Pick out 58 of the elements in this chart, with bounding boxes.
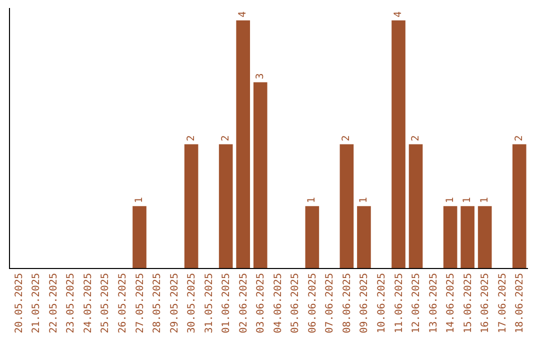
data-label: 4 — [393, 11, 404, 18]
data-label: 2 — [341, 135, 352, 142]
bar — [478, 206, 492, 268]
x-tick-label: 22.05.2025 — [48, 273, 60, 334]
x-tick-label: 26.05.2025 — [117, 273, 128, 334]
data-label: 3 — [254, 73, 266, 80]
data-label: 1 — [306, 197, 318, 204]
data-label: 1 — [358, 197, 370, 204]
x-tick-label: 16.06.2025 — [480, 273, 492, 334]
x-tick-label: 28.05.2025 — [152, 273, 164, 334]
x-tick-label: 20.05.2025 — [14, 273, 25, 334]
x-tick-label: 31.05.2025 — [204, 273, 215, 334]
data-label: 2 — [186, 135, 197, 142]
data-label: 2 — [410, 135, 422, 142]
x-tick-label: 18.06.2025 — [514, 273, 526, 334]
bar — [443, 206, 458, 268]
x-tick-label: 14.06.2025 — [446, 273, 457, 334]
x-tick-label: 17.06.2025 — [497, 273, 508, 334]
bar — [512, 144, 526, 268]
bar — [460, 206, 474, 268]
data-label: 1 — [134, 197, 145, 204]
x-tick-label: 29.05.2025 — [169, 273, 180, 334]
x-tick-label: 27.05.2025 — [134, 273, 146, 334]
bar — [340, 144, 354, 268]
x-tick-label: 01.06.2025 — [221, 273, 232, 334]
x-tick-label: 21.05.2025 — [31, 273, 42, 334]
bar — [253, 82, 268, 268]
data-label: 1 — [479, 197, 490, 204]
x-tick-label: 10.06.2025 — [376, 273, 388, 334]
x-tick-label: 04.06.2025 — [272, 273, 284, 334]
data-label: 1 — [462, 197, 474, 204]
x-tick-label: 07.06.2025 — [324, 273, 336, 334]
x-tick-label: 11.06.2025 — [394, 273, 405, 334]
x-tick-label: 08.06.2025 — [342, 273, 353, 334]
bar — [184, 144, 198, 268]
x-tick-label: 25.05.2025 — [100, 273, 112, 334]
x-tick-label: 03.06.2025 — [256, 273, 267, 334]
data-label: 2 — [514, 135, 525, 142]
x-tick-label: 23.05.2025 — [66, 273, 77, 334]
x-tick-label: 02.06.2025 — [238, 273, 250, 334]
bar — [392, 20, 406, 268]
x-tick-label: 12.06.2025 — [411, 273, 422, 334]
x-tick-label: 24.05.2025 — [82, 273, 94, 334]
x-tick-label: 06.06.2025 — [307, 273, 318, 334]
data-label: 4 — [238, 11, 249, 18]
bar — [132, 206, 146, 268]
x-tick-label: 05.06.2025 — [290, 273, 302, 334]
x-tick-label: 09.06.2025 — [359, 273, 370, 334]
bar — [305, 206, 320, 268]
x-tick-label: 30.05.2025 — [186, 273, 198, 334]
bar — [236, 20, 250, 268]
x-tick-label: 13.06.2025 — [428, 273, 440, 334]
data-label: 2 — [220, 135, 232, 142]
bar — [218, 144, 233, 268]
bar — [357, 206, 371, 268]
bar — [408, 144, 423, 268]
data-label: 1 — [444, 197, 456, 204]
x-tick-label: 15.06.2025 — [462, 273, 474, 334]
